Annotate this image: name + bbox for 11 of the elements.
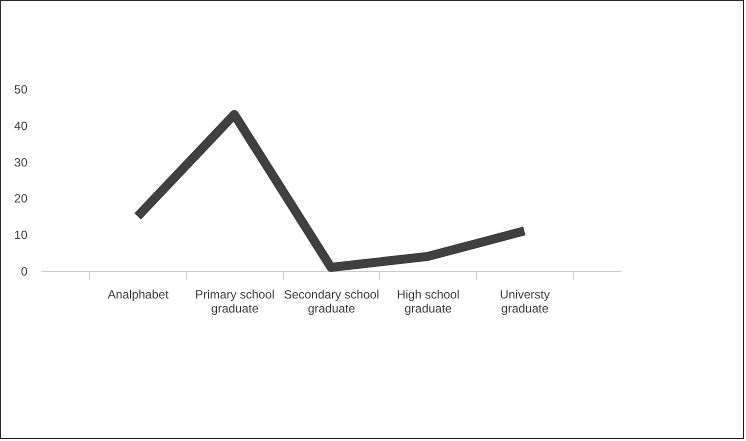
y-tick-label: 50 (14, 82, 28, 96)
y-tick-label: 0 (20, 264, 28, 278)
y-tick-label: 40 (14, 118, 28, 133)
x-tick-label: Analphabet (108, 288, 170, 302)
y-tick-label: 20 (14, 192, 28, 206)
x-tick-label: Universty graduate (500, 288, 550, 316)
y-tick-label: 30 (14, 155, 28, 170)
x-tick-label: Secondary school graduate (284, 288, 380, 316)
y-tick-label: 10 (14, 228, 28, 242)
x-tick-label: High school graduate (396, 288, 460, 316)
x-tick-label: Primary school graduate (195, 288, 275, 316)
